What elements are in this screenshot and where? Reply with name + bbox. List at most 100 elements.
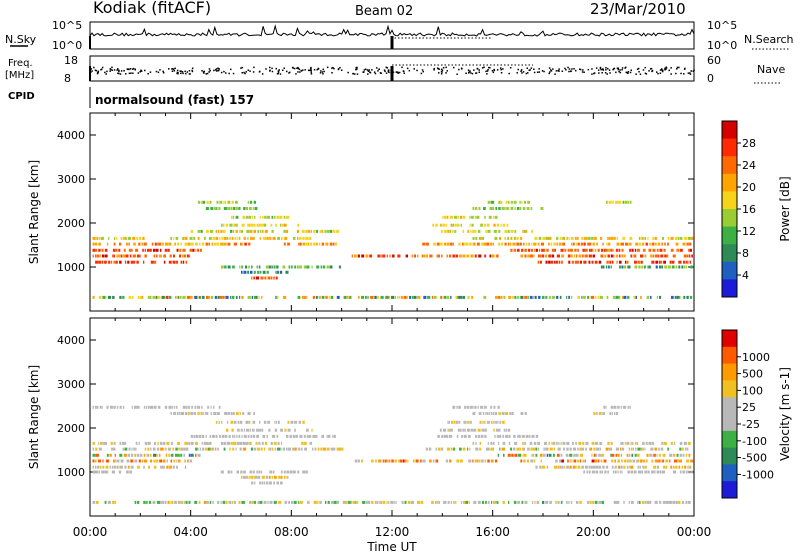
scatter-cell [182, 405, 185, 409]
scatter-cell [487, 441, 489, 445]
scatter-cell [513, 500, 517, 504]
scatter-cell [292, 470, 296, 474]
scatter-cell [559, 459, 561, 463]
scatter-cell [628, 242, 632, 246]
scatter-cell [589, 254, 592, 258]
scatter-cell [273, 500, 277, 504]
scatter-cell [202, 200, 205, 204]
scatter-cell [302, 242, 306, 246]
scatter-cell [331, 500, 334, 504]
scatter-cell [143, 453, 146, 457]
freq-point [441, 69, 444, 72]
freq-point [406, 67, 409, 70]
scatter-cell [162, 500, 165, 504]
scatter-cell [654, 459, 658, 463]
scatter-cell [627, 470, 630, 474]
scatter-cell [476, 459, 479, 463]
scatter-cell [512, 412, 514, 415]
scatter-cell [403, 295, 407, 299]
scatter-cell [660, 459, 662, 463]
scatter-cell [255, 441, 258, 445]
scatter-cell [645, 459, 648, 463]
scatter-cell [491, 200, 495, 204]
scatter-cell [688, 465, 692, 469]
scatter-cell [268, 475, 271, 479]
colorbar-segment [722, 209, 737, 228]
station-title: Kodiak (fitACF) [93, 0, 211, 17]
scatter-cell [584, 254, 587, 258]
scatter-cell [128, 242, 130, 246]
scatter-cell [259, 500, 263, 504]
scatter-cell [397, 254, 401, 258]
scatter-cell [190, 229, 193, 233]
scatter-cell [168, 242, 172, 246]
scatter-cell [218, 229, 220, 233]
scatter-cell [210, 412, 213, 415]
scatter-cell [361, 295, 365, 299]
scatter-cell [208, 441, 212, 445]
scatter-cell [492, 207, 495, 210]
scatter-cell [485, 500, 487, 504]
freq-point [317, 68, 320, 70]
scatter-cell [126, 242, 129, 246]
freq-point [217, 67, 219, 69]
scatter-cell [153, 465, 157, 469]
freq-point [564, 67, 566, 70]
scatter-cell [533, 441, 537, 445]
freq-point [116, 69, 118, 71]
scatter-cell [626, 260, 629, 264]
freq-point [177, 72, 179, 74]
scatter-cell [512, 242, 516, 246]
scatter-cell [394, 295, 396, 299]
scatter-cell [493, 420, 495, 424]
scatter-cell [556, 242, 558, 246]
freq-point [171, 70, 174, 72]
scatter-cell [306, 434, 309, 438]
freq-point [127, 68, 129, 71]
scatter-cell [677, 459, 679, 463]
scatter-cell [450, 223, 453, 227]
scatter-cell [444, 229, 447, 233]
scatter-cell [211, 242, 214, 246]
scatter-cell [501, 242, 504, 246]
scatter-cell [278, 420, 280, 424]
freq-trace [89, 64, 695, 81]
scatter-cell [267, 500, 269, 504]
scatter-cell [486, 412, 489, 415]
scatter-cell [205, 434, 207, 438]
freq-point [468, 71, 470, 73]
scatter-cell [644, 236, 647, 240]
scatter-cell [621, 470, 623, 474]
scatter-cell [110, 405, 113, 409]
scatter-cell [608, 200, 612, 204]
scatter-cell [519, 242, 522, 246]
scatter-cell [627, 200, 630, 204]
scatter-cell [115, 248, 118, 252]
x-tick-label: 12:00 [375, 525, 410, 539]
scatter-cell [336, 229, 339, 233]
scatter-cell [612, 295, 616, 299]
scatter-cell [224, 412, 227, 415]
freq-point [625, 71, 627, 74]
scatter-cell [119, 295, 122, 299]
scatter-cell [435, 447, 437, 451]
freq-point [214, 69, 217, 71]
scatter-cell [602, 265, 605, 269]
scatter-cell [170, 500, 172, 504]
scatter-cell [101, 248, 104, 252]
scatter-cell [231, 236, 234, 240]
scatter-cell [627, 265, 631, 269]
scatter-cell [561, 459, 564, 463]
scatter-cell [479, 447, 482, 451]
scatter-cell [220, 295, 223, 299]
scatter-cell [633, 254, 637, 258]
scatter-cell [446, 254, 448, 258]
scatter-cell [101, 405, 103, 409]
scatter-cell [273, 481, 275, 485]
scatter-cell [447, 434, 449, 438]
scatter-cell [617, 465, 621, 469]
scatter-cell [112, 295, 115, 299]
freq-point [208, 68, 211, 70]
scatter-cell [379, 500, 381, 504]
scatter-cell [630, 254, 633, 258]
